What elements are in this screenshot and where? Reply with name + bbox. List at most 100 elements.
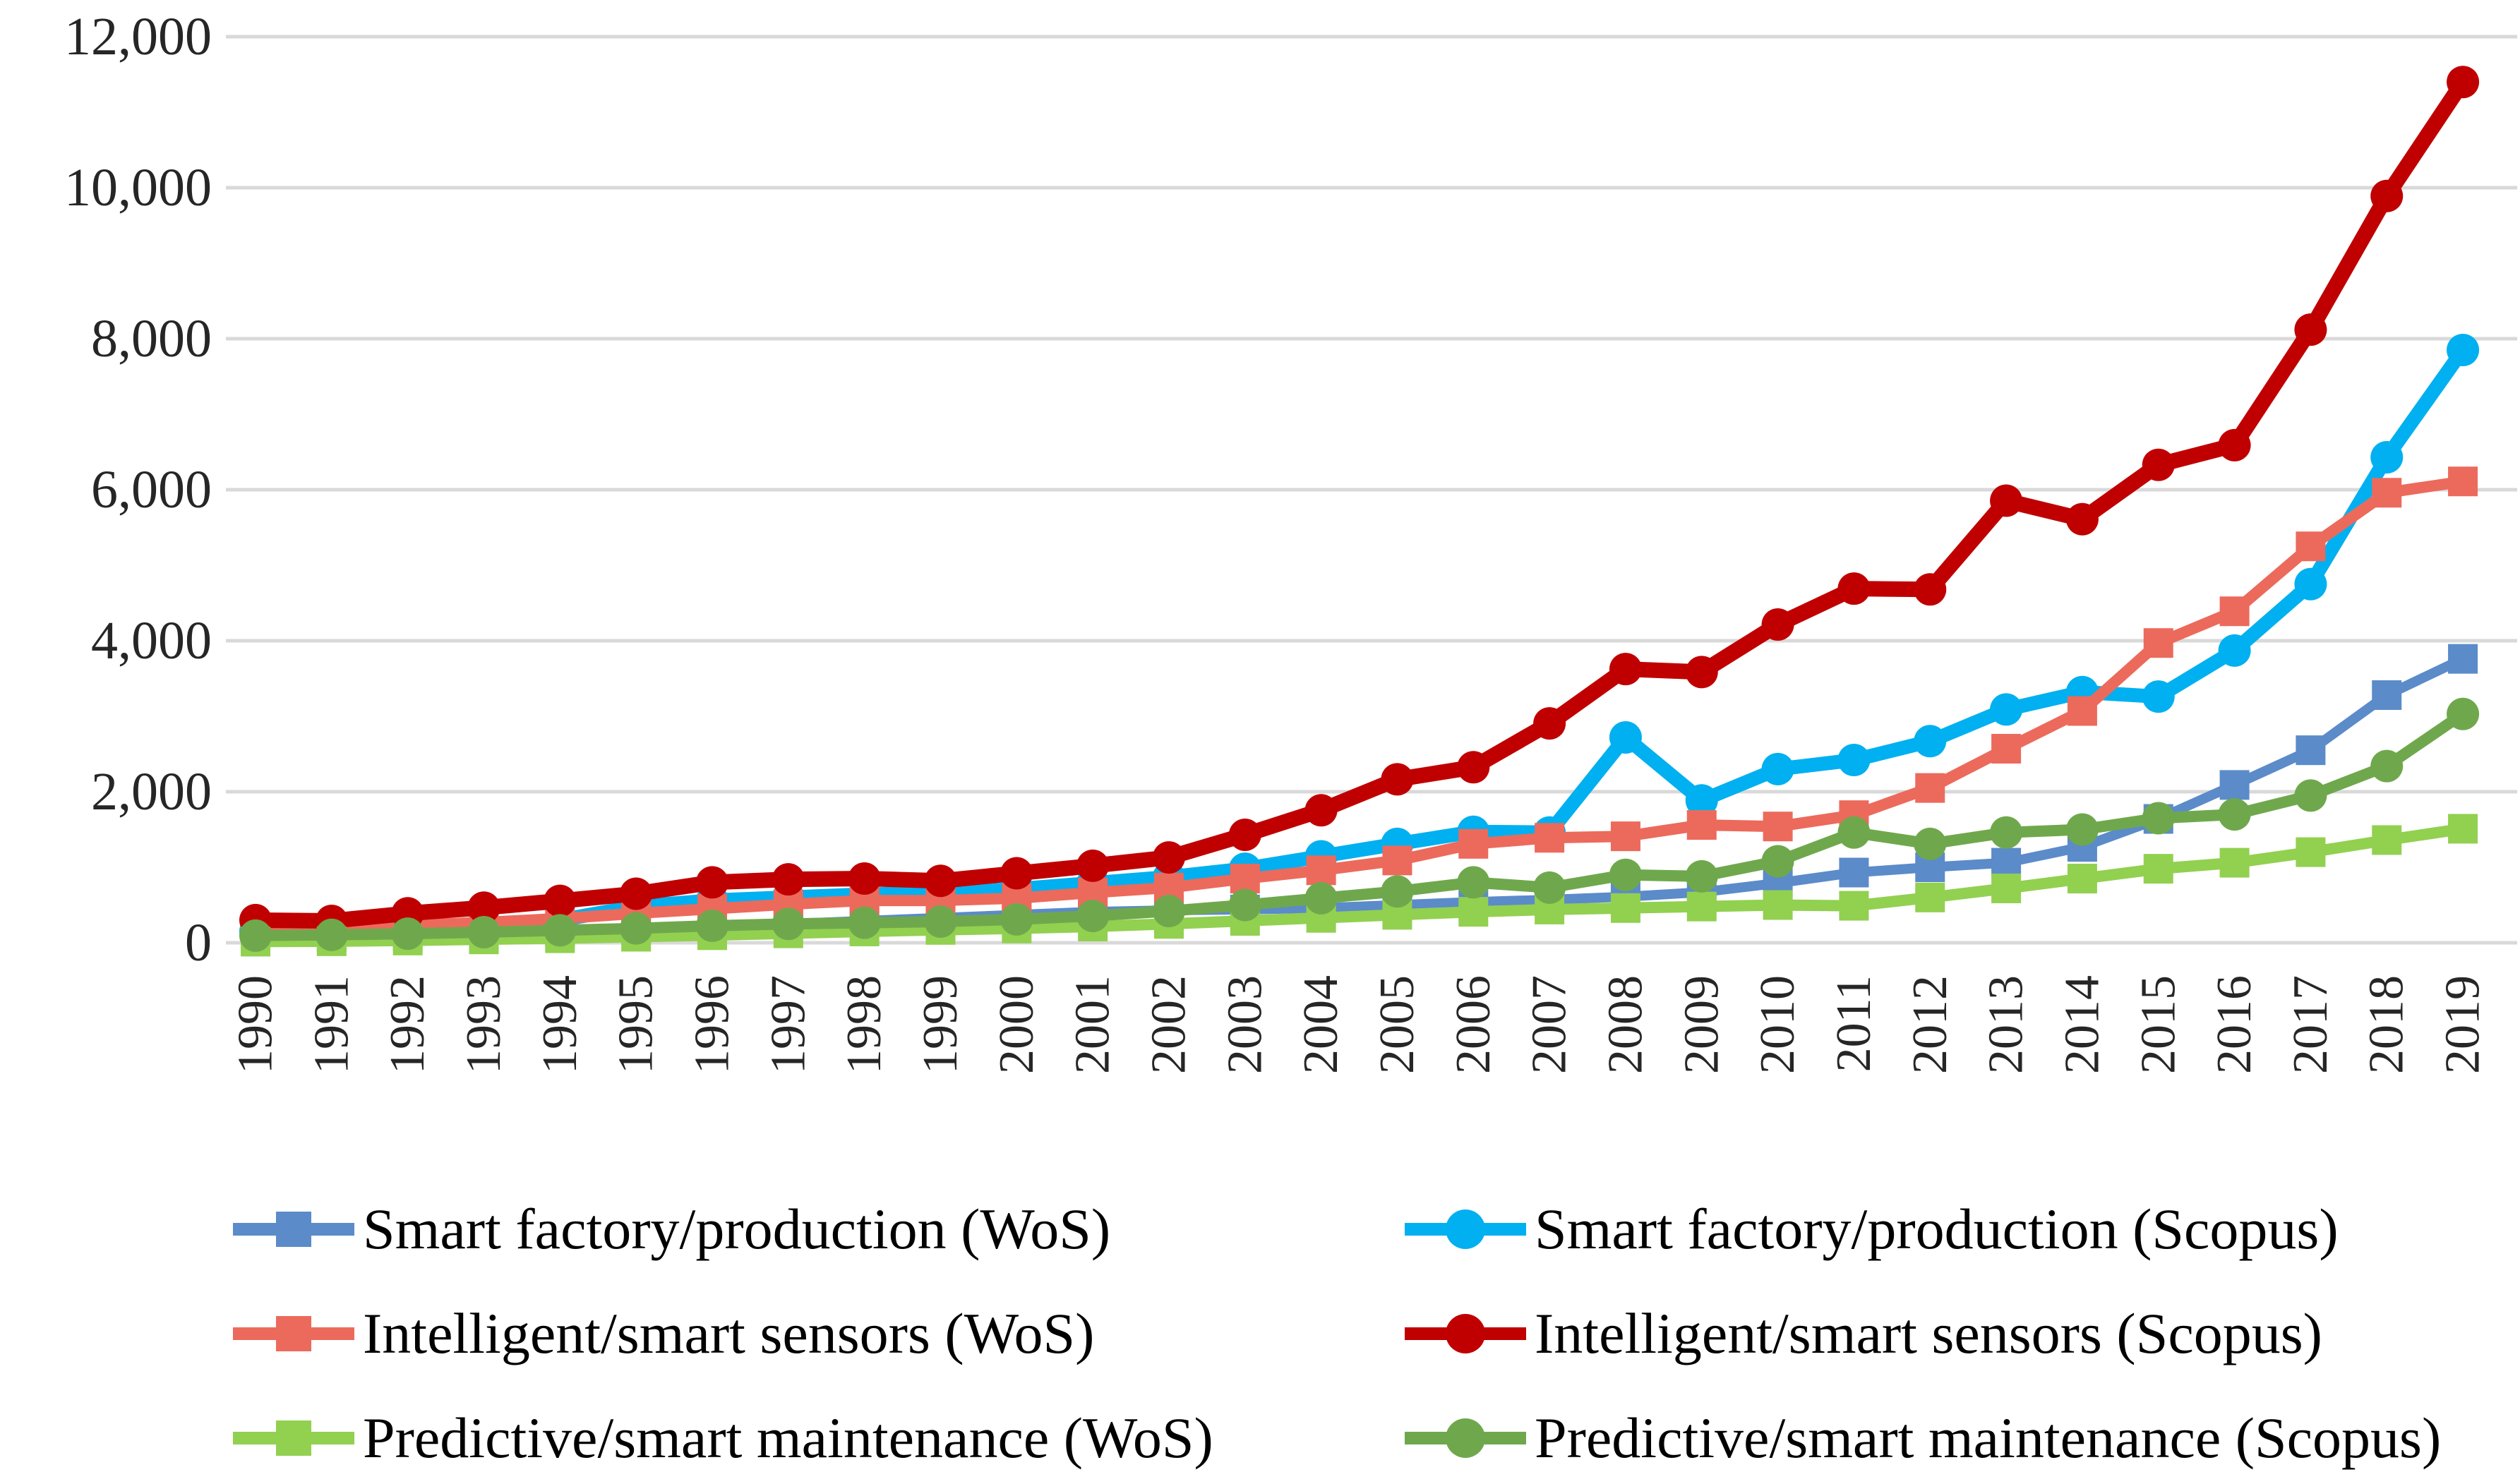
x-axis-tick-label: 2005	[1370, 975, 1424, 1074]
data-point-wos_sensors	[1991, 734, 2022, 764]
legend-label: Intelligent/smart sensors (Scopus)	[1535, 1301, 2322, 1365]
data-point-wos_sensors	[1535, 823, 1565, 853]
data-point-scopus_maintenance	[1914, 827, 1947, 860]
data-point-scopus_factory	[2370, 440, 2404, 473]
data-point-wos_factory	[1839, 857, 1869, 888]
x-axis-tick-label: 2018	[2360, 975, 2414, 1074]
legend-label: Intelligent/smart sensors (WoS)	[363, 1301, 1095, 1365]
x-axis-tick-label: 1993	[457, 975, 511, 1074]
data-point-wos_maintenance	[1610, 893, 1640, 923]
data-point-scopus_maintenance	[2218, 798, 2251, 831]
data-point-scopus_sensors	[924, 864, 957, 898]
legend-marker-line-square-icon	[233, 1313, 354, 1355]
data-point-wos_sensors	[1610, 821, 1640, 852]
x-axis-tick-label: 2003	[1218, 975, 1272, 1074]
data-point-scopus_maintenance	[2142, 802, 2175, 835]
data-point-wos_sensors	[2219, 596, 2250, 627]
data-point-wos_maintenance	[1915, 882, 1945, 912]
data-point-scopus_factory	[1609, 720, 1642, 754]
legend-marker-line-square-icon	[233, 1417, 354, 1459]
data-point-scopus_sensors	[2294, 313, 2327, 346]
data-point-scopus_sensors	[1914, 573, 1947, 606]
x-axis-tick-label: 2008	[1598, 975, 1652, 1074]
x-axis-tick-label: 2010	[1751, 975, 1805, 1074]
legend-marker-line-circle-icon	[1405, 1313, 1526, 1355]
data-point-scopus_maintenance	[1381, 875, 1414, 908]
data-point-scopus_sensors	[1837, 572, 1871, 605]
y-axis-tick-label: 4,000	[91, 611, 212, 670]
data-point-scopus_maintenance	[1609, 858, 1642, 891]
data-point-wos_sensors	[2296, 531, 2326, 562]
x-axis-tick-label: 2006	[1446, 975, 1501, 1074]
x-axis-tick-label: 2009	[1674, 975, 1729, 1074]
data-point-wos_maintenance	[2296, 837, 2326, 867]
data-point-scopus_sensors	[848, 862, 881, 895]
legend-item-smart-factory-scopus: Smart factory/production (Scopus)	[1405, 1177, 2441, 1281]
data-point-scopus_factory	[2447, 334, 2480, 367]
x-axis-tick-label: 1997	[761, 975, 815, 1074]
x-axis-tick-label: 2016	[2207, 975, 2262, 1074]
data-point-wos_factory	[2219, 770, 2250, 800]
data-point-scopus_maintenance	[1837, 816, 1871, 849]
data-point-scopus_sensors	[1076, 849, 1110, 882]
legend-item-smart-sensors-wos: Intelligent/smart sensors (WoS)	[233, 1281, 1405, 1386]
data-point-scopus_sensors	[772, 863, 805, 896]
data-point-wos_factory	[2448, 644, 2478, 674]
data-point-scopus_sensors	[1304, 794, 1338, 827]
data-point-scopus_sensors	[2370, 179, 2404, 212]
data-point-scopus_maintenance	[695, 909, 728, 942]
data-point-scopus_maintenance	[1076, 900, 1110, 933]
data-point-scopus_sensors	[1000, 857, 1033, 890]
data-point-scopus_sensors	[1457, 751, 1490, 784]
data-point-scopus_maintenance	[1685, 859, 1718, 893]
data-point-scopus_maintenance	[1990, 816, 2023, 849]
line-chart: 0 2,000 4,000 6,000 8,000 10,000 12,000 1990 199…	[64, 7, 2517, 1074]
data-point-wos_maintenance	[1991, 873, 2022, 903]
legend-label: Smart factory/production (Scopus)	[1535, 1197, 2339, 1261]
series-line-scopus_sensors	[248, 74, 2471, 929]
legend-label: Smart factory/production (WoS)	[363, 1197, 1111, 1261]
x-axis-tick-label: 1998	[837, 975, 892, 1074]
data-point-scopus_maintenance	[620, 912, 653, 945]
y-axis-tick-label: 10,000	[64, 158, 212, 217]
x-axis-tick-label: 1991	[304, 975, 359, 1074]
x-axis-tick-label: 2012	[1903, 975, 1957, 1074]
data-point-wos_maintenance	[2067, 864, 2097, 894]
series-line-wos_sensors	[250, 476, 2469, 935]
x-axis-tick-label: 2017	[2284, 975, 2338, 1074]
data-point-wos_maintenance	[2372, 825, 2402, 855]
data-point-scopus_maintenance	[544, 914, 577, 947]
data-point-wos_factory	[2372, 680, 2402, 711]
data-point-scopus_sensors	[1228, 818, 1261, 851]
x-axis-tick-label: 2001	[1066, 975, 1120, 1074]
legend-item-smart-maintenance-scopus: Predictive/smart maintenance (Scopus)	[1405, 1386, 2441, 1484]
y-axis-tick-label: 12,000	[64, 7, 212, 66]
data-point-scopus_factory	[1837, 744, 1871, 777]
x-axis-tick-label: 1999	[913, 975, 968, 1074]
data-point-wos_maintenance	[2219, 847, 2250, 878]
data-point-scopus_maintenance	[1152, 895, 1185, 928]
data-point-wos_maintenance	[2143, 854, 2173, 884]
x-axis-tick-label: 2015	[2131, 975, 2185, 1074]
data-point-scopus_maintenance	[2447, 697, 2480, 730]
data-point-wos_factory	[1991, 847, 2022, 878]
x-axis-tick-label: 2002	[1141, 975, 1196, 1074]
x-axis-tick-label: 2011	[1827, 975, 1881, 1072]
data-point-scopus_maintenance	[848, 906, 881, 939]
data-point-wos_maintenance	[1458, 897, 1489, 927]
y-axis-tick-label: 0	[185, 913, 212, 972]
data-point-scopus_sensors	[1609, 653, 1642, 686]
data-point-wos_factory	[2296, 735, 2326, 766]
legend-item-smart-maintenance-wos: Predictive/smart maintenance (WoS)	[233, 1386, 1405, 1484]
data-point-wos_sensors	[1686, 810, 1717, 840]
data-point-scopus_maintenance	[315, 918, 348, 951]
data-point-scopus_maintenance	[1457, 866, 1490, 899]
legend-column-scopus: Smart factory/production (Scopus) Intell…	[1405, 1177, 2441, 1484]
data-point-scopus_sensors	[467, 891, 500, 924]
data-point-wos_sensors	[2372, 478, 2402, 508]
data-point-scopus_factory	[2218, 634, 2251, 667]
data-point-wos_maintenance	[2448, 814, 2478, 844]
data-point-wos_sensors	[2067, 696, 2097, 726]
data-point-wos_sensors	[1306, 855, 1336, 886]
